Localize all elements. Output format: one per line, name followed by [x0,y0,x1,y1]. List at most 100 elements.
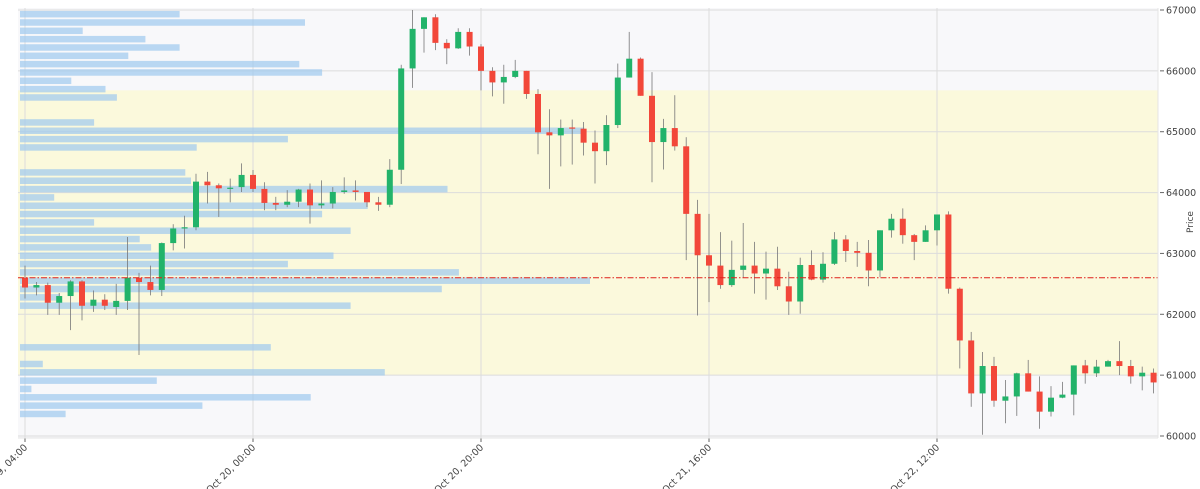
candle-up [193,181,199,228]
volume-profile-bar [20,194,55,201]
volume-profile-bar [20,369,385,376]
candle-up [557,128,564,136]
candle-up [740,265,747,270]
candle-up [1048,397,1054,412]
volume-profile-bar [20,77,72,85]
candle-down [1082,365,1089,374]
candle-down [136,277,142,283]
candle-down [443,42,450,49]
candle-up [124,277,131,301]
candle-up [1070,365,1077,395]
candle-down [854,250,861,253]
candle-down [215,185,222,189]
candle-down [22,277,28,288]
volume-profile-bar [20,177,191,184]
candle-down [546,132,553,136]
candle-down [1127,366,1134,377]
volume-profile-bar [20,394,311,401]
candle-down [956,288,963,341]
candle-down [911,235,918,242]
volume-profile-bar [20,277,590,284]
volume-profile-bar [20,69,323,76]
y-tick-label: 61000 [1166,371,1196,382]
volume-profile-bar [20,294,60,301]
y-tick-label: 64000 [1166,188,1196,199]
candle-up [831,239,838,264]
candle-up [170,228,177,244]
candle-down [79,281,85,306]
candle-up [455,31,462,49]
candle-down [1025,373,1032,392]
candle-down [352,190,359,192]
candle-down [523,70,530,94]
candle-up [181,227,188,229]
volume-profile-bar [20,144,197,151]
candle-up [398,68,405,170]
x-tick-label: Oct 22, 12:00 [888,442,942,489]
candle-down [1116,361,1123,367]
candle-up [877,230,883,271]
candle-down [649,95,655,143]
candle-down [101,299,108,306]
candle-up [660,128,667,143]
candle-up [1059,394,1066,398]
candle-up [1093,366,1100,374]
candle-up [1002,396,1009,401]
volume-profile-bar [20,402,203,409]
candle-down [683,146,690,214]
candle-down [478,46,484,71]
candle-down [535,93,541,133]
volume-profile-bar [20,85,106,93]
candle-down [44,285,51,303]
candle-down [694,213,701,256]
x-tick-label: Oct 19, 04:00 [0,442,30,489]
candle-down [272,202,279,205]
x-tick-label: Oct 20, 00:00 [204,442,258,489]
candle-down [637,58,644,96]
y-tick-label: 60000 [1166,432,1196,443]
candle-down [717,265,724,286]
volume-profile-bar [20,385,32,393]
candle-down [261,188,268,203]
candle-up [295,189,302,202]
candle-up [113,300,120,307]
candle-up [888,218,895,231]
candle-up [67,281,74,297]
volume-profile-bar [20,252,334,259]
x-tick-label: Oct 20, 20:00 [432,442,486,489]
candle-up [1105,361,1111,367]
candle-up [329,191,336,204]
candle-up [409,28,416,69]
candle-up [386,169,393,205]
candle-up [284,201,291,205]
volume-profile-bar [20,410,66,418]
candle-up [33,285,40,288]
y-tick-label: 67000 [1166,6,1196,17]
candle-down [592,142,598,152]
candle-up [614,77,621,126]
volume-profile-bar [20,210,323,218]
volume-profile-bar [20,44,180,51]
volume-profile-bar [20,127,585,135]
candle-down [489,70,496,83]
y-tick-label: 65000 [1166,127,1196,138]
volume-profile-bar [20,269,459,276]
candle-up [227,187,234,189]
candle-down [842,239,849,251]
candles [22,10,1157,435]
candle-down [865,252,872,271]
candle-down [785,286,792,302]
candle-up [90,299,97,306]
volume-profile-bar [20,119,95,126]
volume-profile-bar [20,35,146,43]
candle-down [307,189,313,206]
volume-profile-bar [20,235,140,243]
candle-up [421,17,427,29]
volume-profile-bar [20,377,157,384]
candle-down [375,202,382,205]
volume-profile-bar [20,94,117,101]
candle-up [56,296,63,303]
volume-profile-bar [20,244,152,251]
candle-down [751,265,758,274]
